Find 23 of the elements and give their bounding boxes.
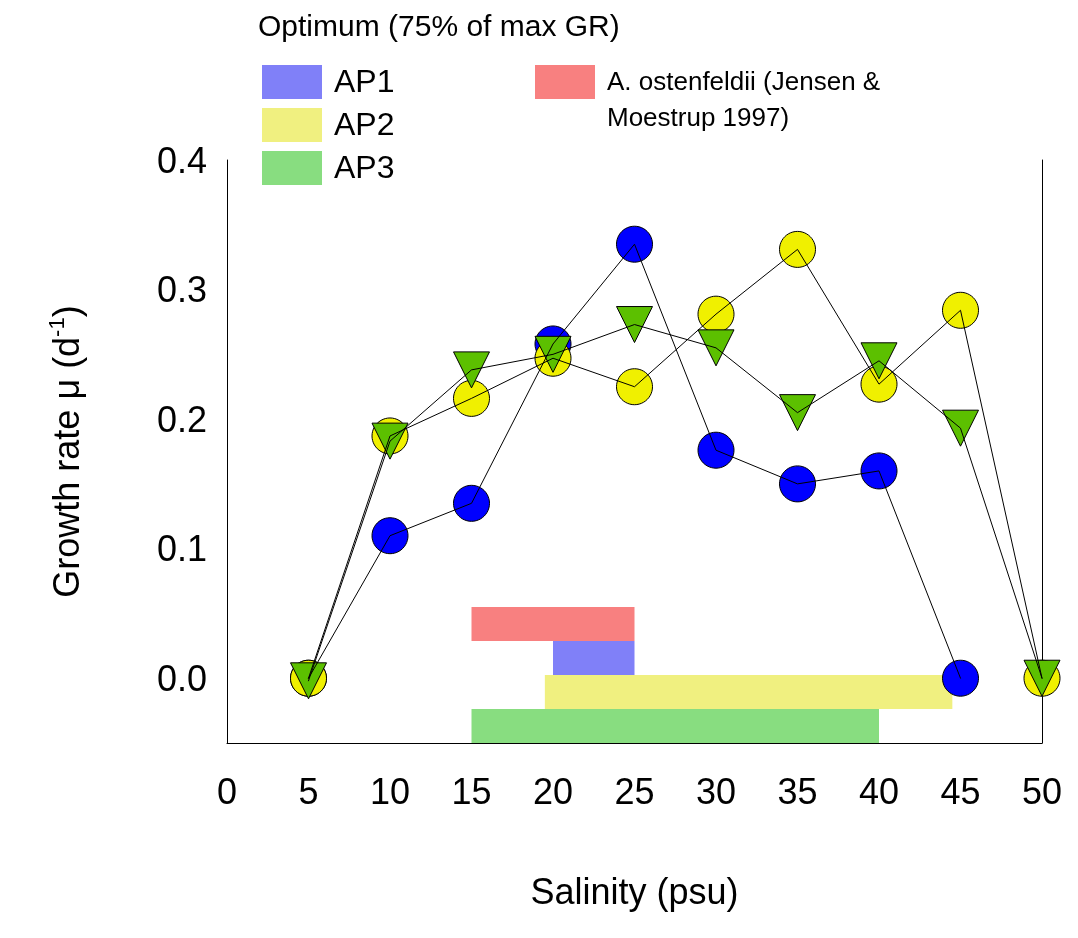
x-tick-label: 40	[858, 770, 900, 812]
y-tick-label: 0.3	[156, 269, 207, 311]
x-tick-label: 0	[216, 770, 238, 812]
legend-label: AP3	[334, 149, 395, 185]
y-tick-label: 0.2	[156, 398, 207, 440]
x-tick-label: 15	[451, 770, 492, 812]
x-axis-title: Salinity (psu)	[530, 870, 739, 912]
x-tick-label: 45	[940, 770, 981, 812]
x-tick-label: 50	[1021, 770, 1063, 812]
x-tick-label: 10	[369, 770, 411, 812]
y-tick-label: 0.4	[156, 139, 207, 181]
y-axis-title: Growth rate μ (d-1)	[43, 305, 87, 598]
x-tick-label: 20	[532, 770, 574, 812]
x-tick-label: 30	[695, 770, 737, 812]
legend-label: AP1	[334, 63, 395, 99]
legend-title: Optimum (75% of max GR)	[258, 8, 620, 42]
x-tick-label: 5	[298, 770, 319, 812]
y-tick-label: 0.0	[156, 657, 207, 699]
x-tick-label: 35	[777, 770, 818, 812]
legend-label: AP2	[334, 106, 395, 142]
y-tick-label: 0.1	[156, 528, 207, 570]
x-tick-label: 25	[614, 770, 655, 812]
legend-label: A. ostenfeldii (Jensen & Moestrup 1997)	[607, 66, 888, 132]
